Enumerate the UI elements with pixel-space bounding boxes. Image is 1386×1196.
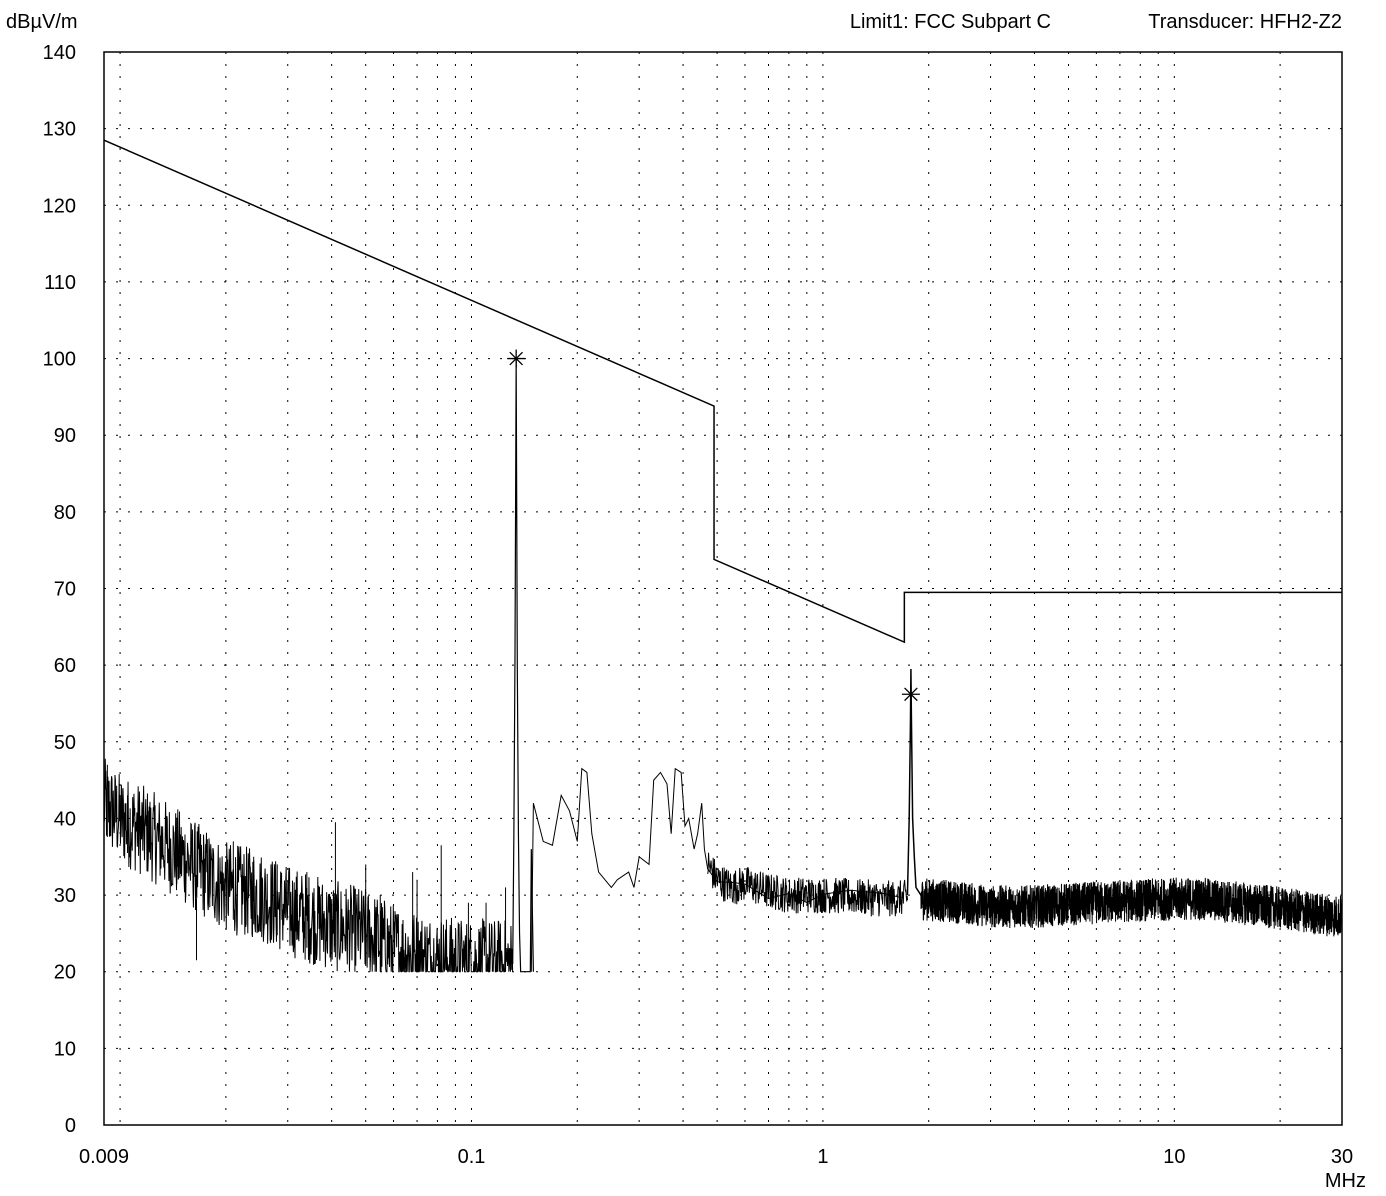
trace-carrier — [512, 358, 534, 973]
y-tick-label: 60 — [54, 655, 76, 677]
x-tick-label: 0.009 — [79, 1146, 129, 1168]
y-tick-label: 80 — [54, 502, 76, 524]
trace-mid-noise — [707, 852, 909, 917]
limit-line-group — [103, 139, 1342, 644]
y-tick-label: 20 — [54, 962, 76, 984]
y-tick-label: 90 — [54, 425, 76, 447]
trace-harmonic — [906, 668, 922, 896]
limit-label: Limit1: FCC Subpart C — [850, 11, 1051, 33]
peak-marker-stroke — [904, 687, 918, 702]
y-tick-label: 40 — [54, 808, 76, 830]
x-tick-label: 1 — [817, 1146, 828, 1168]
y-tick-label: 120 — [43, 195, 76, 217]
transducer-label: Transducer: HFH2-Z2 — [1148, 11, 1342, 33]
y-axis-unit-label: dBµV/m — [6, 11, 78, 33]
x-tick-label: 10 — [1163, 1146, 1185, 1168]
grid — [104, 52, 1342, 1125]
x-tick-label: 0.1 — [458, 1146, 486, 1168]
peak-marker — [901, 685, 920, 704]
x-tick-labels: 0.009 0.1 1 10 30 — [79, 1146, 1353, 1168]
y-tick-label: 0 — [65, 1115, 76, 1137]
trace-high-frequency — [920, 877, 1343, 937]
trace-low-frequency — [103, 758, 514, 973]
trace-group — [103, 358, 1343, 973]
peak-markers — [507, 349, 920, 704]
limit-line — [103, 139, 1342, 644]
y-tick-label: 110 — [44, 272, 76, 294]
peak-marker — [507, 349, 526, 368]
y-tick-label: 140 — [43, 42, 76, 64]
y-tick-label: 70 — [54, 579, 76, 601]
x-axis-unit-label: MHz — [1325, 1170, 1366, 1192]
y-tick-labels: 0 10 20 30 40 50 60 70 80 90 100 110 120 130 140 — [43, 42, 76, 1137]
y-tick-label: 10 — [54, 1038, 76, 1060]
plot-frame — [103, 51, 1343, 1126]
x-tick-label: 30 — [1331, 1146, 1353, 1168]
y-tick-label: 50 — [54, 732, 76, 754]
y-tick-label: 100 — [43, 349, 76, 371]
y-tick-label: 30 — [54, 885, 76, 907]
trace-mid — [530, 767, 905, 972]
peak-marker-stroke — [509, 351, 523, 366]
y-tick-label: 130 — [43, 119, 76, 141]
